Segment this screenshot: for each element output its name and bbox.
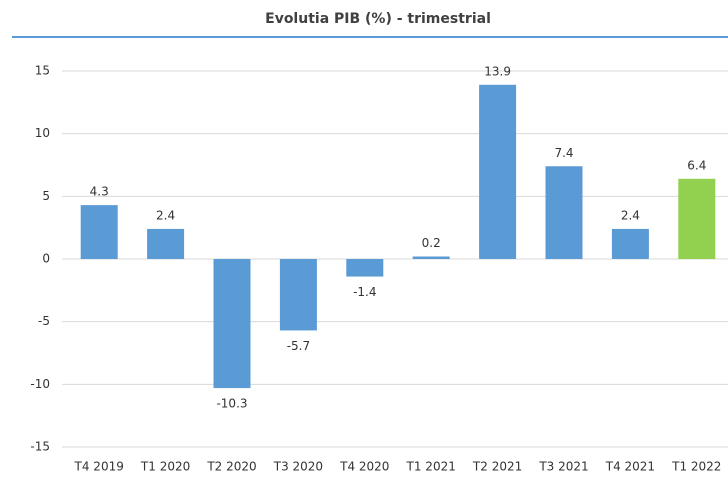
bar bbox=[678, 178, 716, 259]
data-label: 6.4 bbox=[687, 158, 706, 172]
data-label: -10.3 bbox=[216, 397, 247, 411]
bar bbox=[545, 166, 583, 259]
bar bbox=[213, 259, 251, 389]
x-tick-label: T4 2020 bbox=[339, 460, 389, 474]
data-label: -5.7 bbox=[287, 339, 310, 353]
bar bbox=[479, 84, 517, 259]
x-tick-label: T4 2019 bbox=[74, 460, 124, 474]
x-tick-label: T2 2021 bbox=[472, 460, 522, 474]
x-tick-label: T3 2021 bbox=[538, 460, 588, 474]
y-tick-label: 5 bbox=[42, 189, 50, 203]
data-label: 2.4 bbox=[156, 208, 175, 222]
y-tick-label: 15 bbox=[35, 64, 50, 78]
x-tick-label: T4 2021 bbox=[605, 460, 655, 474]
y-tick-label: -15 bbox=[30, 440, 50, 454]
x-tick-label: T1 2020 bbox=[140, 460, 190, 474]
chart-title: Evolutia PIB (%) - trimestrial bbox=[265, 11, 491, 27]
y-tick-label: -5 bbox=[38, 314, 50, 328]
y-tick-label: -10 bbox=[30, 377, 50, 391]
y-tick-label: 10 bbox=[35, 126, 50, 140]
x-tick-label: T1 2022 bbox=[671, 460, 721, 474]
data-label: 4.3 bbox=[90, 185, 109, 199]
bar bbox=[611, 228, 649, 259]
bar bbox=[147, 228, 185, 259]
data-label: 0.2 bbox=[422, 236, 441, 250]
bar bbox=[346, 259, 384, 277]
bar bbox=[80, 205, 118, 259]
data-label: 2.4 bbox=[621, 208, 640, 222]
data-label: 7.4 bbox=[554, 146, 573, 160]
x-tick-label: T1 2021 bbox=[406, 460, 456, 474]
bar bbox=[412, 256, 450, 259]
bar bbox=[279, 259, 317, 331]
x-tick-label: T2 2020 bbox=[206, 460, 256, 474]
x-tick-label: T3 2020 bbox=[273, 460, 323, 474]
y-tick-label: 0 bbox=[42, 252, 50, 266]
data-label: -1.4 bbox=[353, 285, 376, 299]
data-label: 13.9 bbox=[484, 64, 511, 78]
